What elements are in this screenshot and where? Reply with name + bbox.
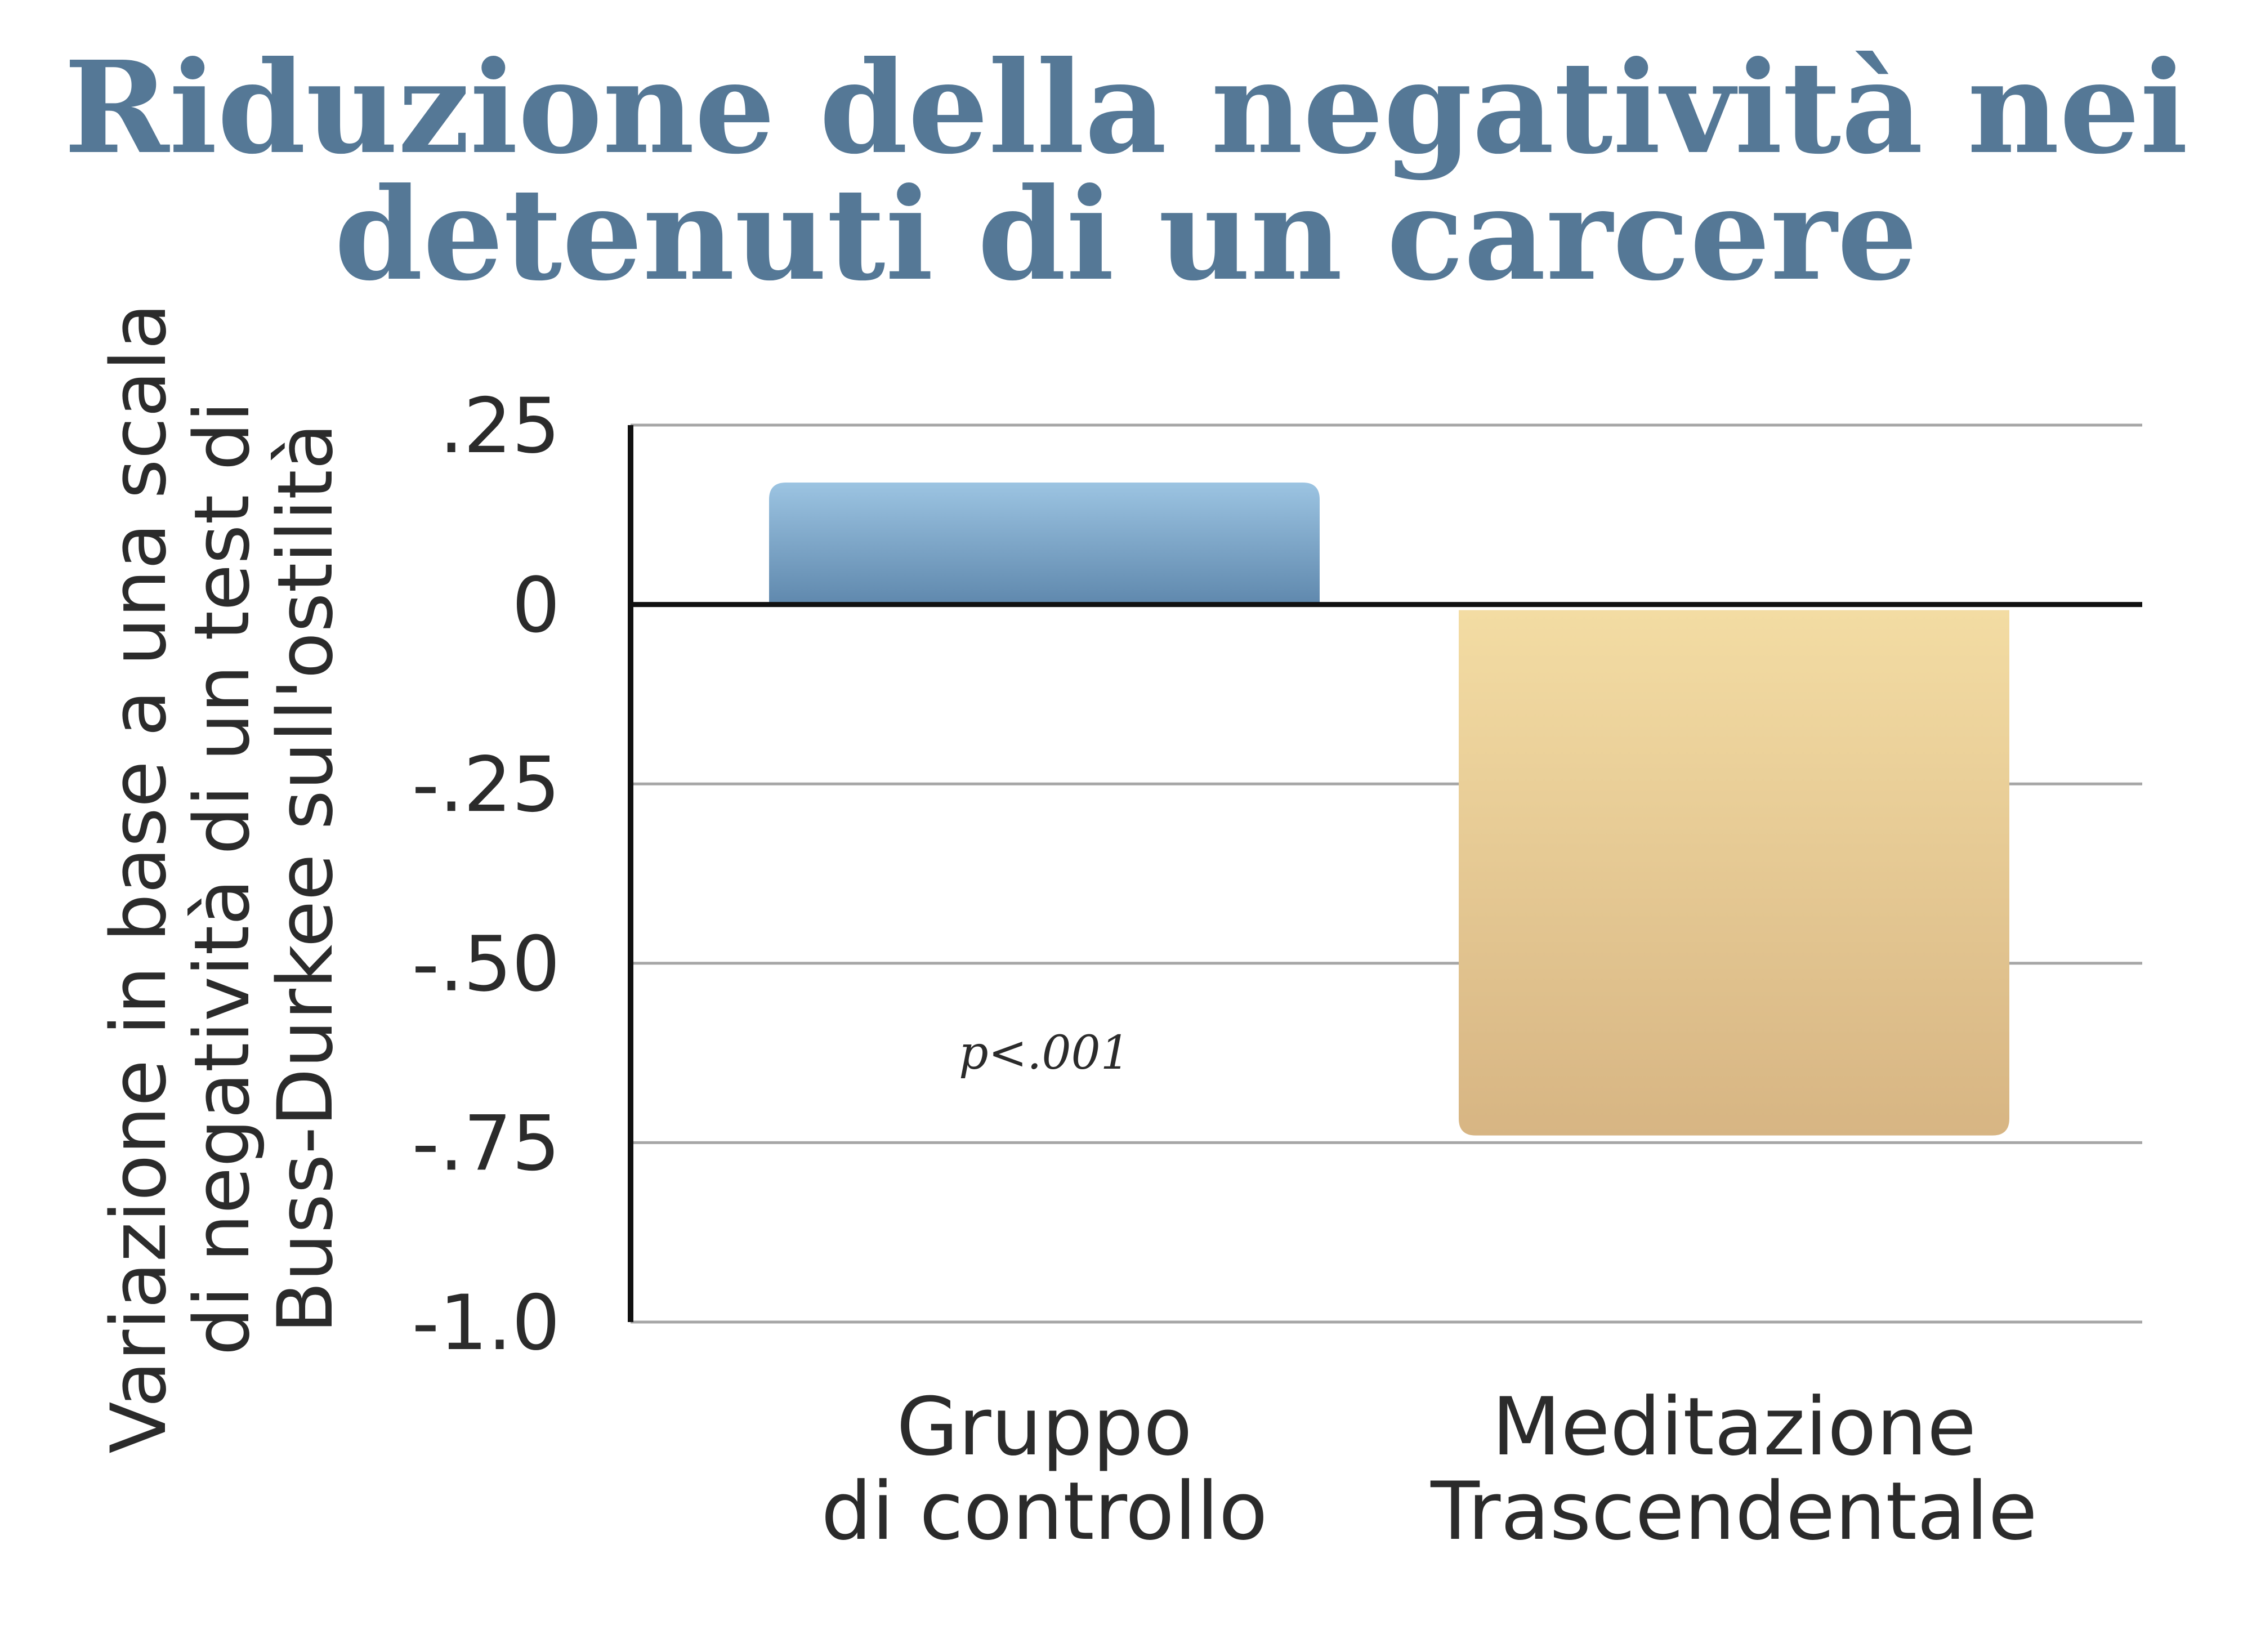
bar-meditazione-trascendentale [1459,610,2009,1136]
chart-title-line-1: Riduzione della negatività nei [64,34,2188,182]
y-tick-label: 0 [512,561,560,650]
category-label-meditazione-trascendentale-line-2: Trascendentale [1430,1465,2037,1558]
y-axis-label-line-1: Variazione in base a una scala [95,303,183,1453]
y-axis-label-line-2: di negatività di un test di [178,401,266,1355]
y-tick-label: -.50 [412,920,560,1008]
bars [769,482,2009,1136]
bar-gruppo-di-controllo [769,482,1320,605]
y-tick-label: -.75 [412,1099,560,1187]
y-tick-label: -1.0 [412,1279,560,1367]
category-label-gruppo-di-controllo-line-1: Gruppo [896,1381,1192,1474]
y-axis-label-line-3: Buss-Durkee sull'ostilità [261,423,350,1333]
axes [628,425,2142,1322]
significance-annotation: p<.001 [959,1026,1130,1080]
y-axis-label: Variazione in base a una scala di negati… [95,303,350,1453]
y-tick-labels: .25 0 -.25 -.50 -.75 -1.0 [412,382,560,1367]
category-label-gruppo-di-controllo-line-2: di controllo [821,1465,1267,1558]
y-tick-label: -.25 [412,740,560,829]
category-label-meditazione-trascendentale-line-1: Meditazione [1492,1381,1976,1474]
y-tick-label: .25 [439,382,560,470]
chart-title-line-2: detenuti di un carcere [334,160,1918,309]
